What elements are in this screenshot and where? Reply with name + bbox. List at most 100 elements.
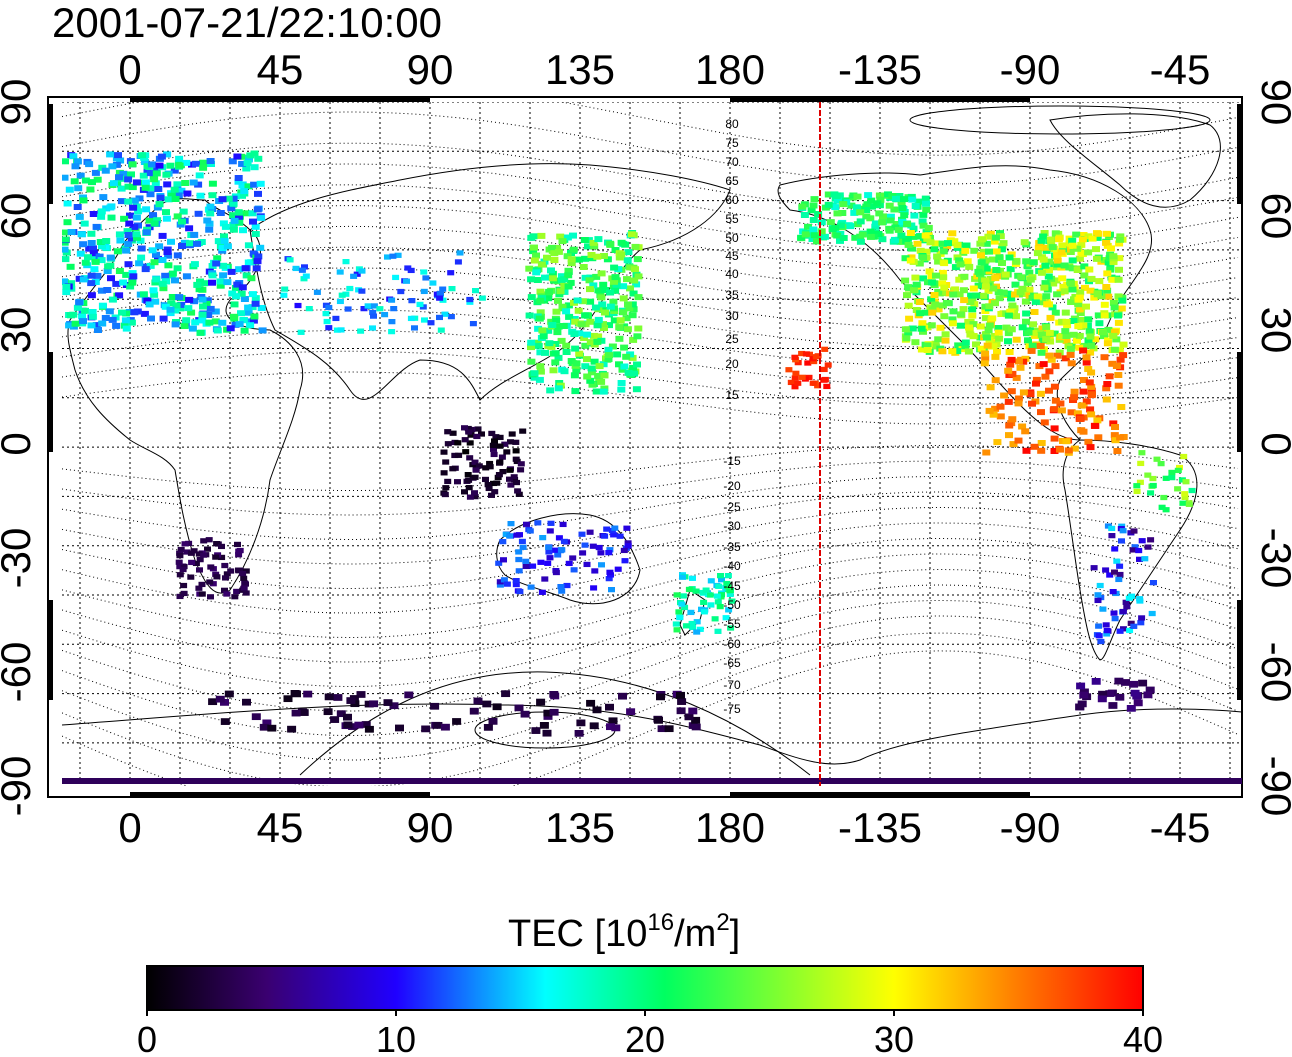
tec-cell: [454, 259, 462, 265]
tec-cell: [127, 235, 136, 242]
tec-cell: [570, 331, 579, 337]
mlat-label: -55: [723, 617, 741, 631]
tec-cell: [62, 246, 69, 253]
tec-cell: [1117, 404, 1126, 410]
tec-cell: [809, 217, 818, 223]
tec-cell: [491, 489, 499, 495]
tec-cell: [465, 477, 473, 483]
tec-cell: [615, 361, 623, 368]
tec-cell: [478, 431, 485, 437]
tec-cell: [563, 234, 572, 241]
tec-cell: [249, 317, 258, 324]
tec-cell: [942, 300, 951, 306]
tec-cell: [1084, 249, 1093, 256]
tec-cell: [353, 271, 361, 277]
tec-cell: [912, 281, 921, 288]
tec-cell: [804, 223, 812, 230]
tec-cell: [564, 272, 573, 279]
tec-cell: [175, 559, 183, 565]
tec-cell: [1012, 258, 1021, 265]
tec-cell: [128, 184, 137, 191]
contour-line: [62, 184, 1239, 252]
tec-cell: [605, 352, 613, 359]
tec-cell: [897, 199, 906, 206]
tec-cell: [1062, 318, 1071, 325]
tec-cell: [175, 155, 184, 162]
tec-cell: [567, 358, 576, 364]
tec-cell: [513, 532, 521, 538]
tec-cell: [808, 236, 817, 242]
tec-cell: [581, 363, 590, 370]
tec-cell: [1144, 472, 1152, 478]
tec-cell: [559, 521, 567, 528]
tec-cell: [129, 273, 138, 280]
lon-label-bottom: 180: [695, 804, 765, 851]
tec-cell: [594, 236, 603, 243]
tec-cell: [1100, 354, 1109, 361]
tec-cell: [65, 322, 74, 329]
tec-cell: [901, 326, 910, 333]
contour-line: [62, 599, 1239, 737]
tec-cell: [466, 440, 474, 446]
tec-cell: [1116, 233, 1125, 240]
tec-cell: [442, 485, 450, 491]
tec-cell: [538, 327, 547, 334]
tec-cell: [139, 291, 148, 298]
tec-cell: [992, 248, 1001, 255]
tec-cell: [724, 573, 732, 579]
tec-cell: [204, 546, 211, 552]
tec-cell: [814, 211, 823, 217]
colorbar-title-unit-exponent: 2: [716, 909, 729, 936]
tec-cell: [181, 541, 189, 547]
tec-cell: [804, 360, 812, 366]
tec-cell: [103, 287, 112, 293]
tec-cell: [688, 722, 698, 729]
tec-cell: [198, 317, 207, 324]
tec-cell: [1102, 396, 1111, 403]
tec-cell: [361, 721, 371, 728]
tec-cell: [1109, 420, 1118, 427]
tec-cell: [885, 202, 894, 209]
tec-cell: [600, 372, 609, 379]
tec-cell: [981, 277, 990, 284]
tec-cell: [700, 599, 708, 606]
tec-cell: [394, 252, 402, 258]
tec-cell: [1110, 304, 1119, 311]
colorbar-tick-label: 20: [625, 1019, 665, 1057]
magnetic-latitude-labels: 8075706560555045403530252015-15-20-25-30…: [723, 117, 741, 716]
tec-cell: [1014, 395, 1023, 402]
tec-cell: [1041, 373, 1050, 380]
tec-cell: [227, 568, 235, 574]
tec-cell: [1025, 286, 1034, 293]
tec-cell: [1086, 444, 1095, 451]
tec-cell: [1067, 409, 1076, 416]
tec-cell: [153, 217, 162, 224]
tec-cell: [619, 283, 628, 290]
tec-cell: [591, 568, 599, 574]
tec-cell: [469, 707, 479, 715]
tec-cell: [1103, 270, 1112, 277]
tec-cell: [1046, 314, 1055, 321]
tec-cell: [1079, 232, 1088, 238]
lon-label-top: -45: [1150, 46, 1211, 93]
tec-cell: [482, 465, 490, 471]
tec-cell: [567, 256, 576, 263]
tec-cell: [249, 218, 257, 225]
tec-cell: [196, 278, 204, 285]
tec-cell: [617, 239, 626, 246]
tec-cell: [1084, 233, 1093, 240]
tec-cell: [87, 322, 96, 329]
tec-cell: [989, 285, 998, 292]
tec-cell: [673, 627, 681, 633]
tec-cell: [1111, 569, 1118, 575]
tec-cell: [623, 525, 631, 531]
tec-cell: [537, 261, 546, 268]
tec-cell: [223, 571, 231, 577]
tec-cell: [1027, 347, 1036, 354]
tec-cell: [495, 472, 503, 478]
tec-cell: [1130, 528, 1138, 534]
tec-cell: [464, 425, 472, 432]
tec-cell: [586, 699, 596, 707]
tec-cell: [586, 377, 595, 384]
tec-cell: [1088, 391, 1096, 398]
